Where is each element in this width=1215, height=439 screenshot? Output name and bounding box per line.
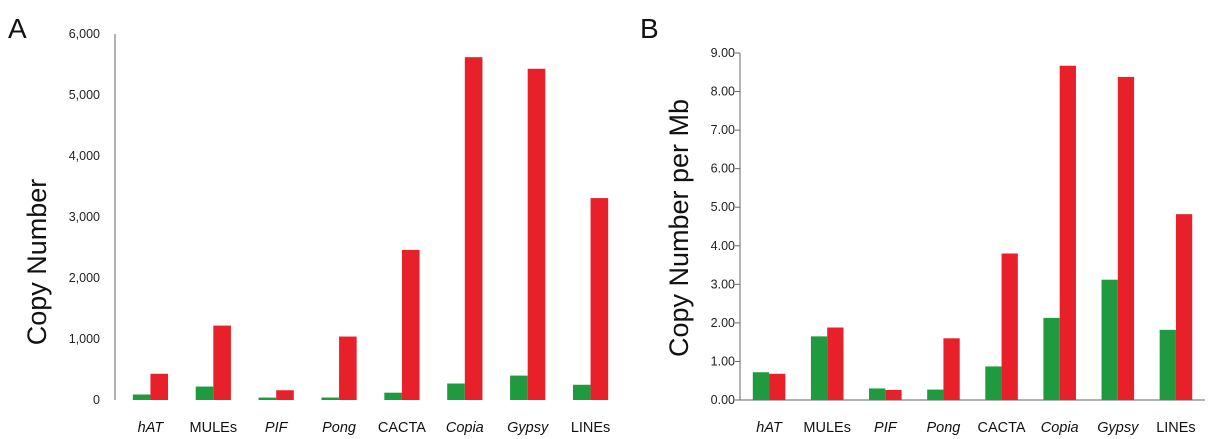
panel-a-chart: A Copy Number 0 1,000 2,000 3,000 4,000 5,000… xyxy=(8,13,610,436)
panel-b-category-label: Gypsy xyxy=(1097,420,1139,436)
panel-b-y-tick-label: 3.00 xyxy=(711,277,735,291)
panel-a-bar-lines-series2 xyxy=(590,198,609,400)
panel-a-letter: A xyxy=(8,13,27,44)
panel-a-bar-pif-series1 xyxy=(258,397,277,400)
panel-b-y-tick-label: 6.00 xyxy=(711,162,735,176)
panel-b-category-label: PIF xyxy=(874,420,898,436)
panel-b-y-tick-label: 8.00 xyxy=(711,85,735,99)
panel-a-bar-mules-series2 xyxy=(213,325,231,400)
panel-a-y-tick-label: 1,000 xyxy=(69,332,100,346)
panel-b-y-tick-label: 1.00 xyxy=(711,354,735,368)
panel-a-y-tick-label: 0 xyxy=(93,393,100,407)
panel-b-bar-gypsy-series1 xyxy=(1101,279,1118,400)
panel-a-y-axis: 0 1,000 2,000 3,000 4,000 5,000 6,000 xyxy=(69,27,116,407)
panel-b-category-label: CACTA xyxy=(978,420,1026,436)
panel-a-y-tick-label: 5,000 xyxy=(69,88,100,102)
panel-b-y-tick-label: 7.00 xyxy=(711,123,735,137)
panel-b-category-label: Pong xyxy=(927,420,961,436)
panel-b-chart: B Copy Number per Mb 0.00 1.00 2.00 3.00 4.0… xyxy=(640,13,1205,436)
panel-a-y-axis-label: Copy Number xyxy=(22,179,52,346)
panel-a-bar-gypsy-series1 xyxy=(510,375,528,400)
panel-b-y-tick-label: 9.00 xyxy=(711,46,735,60)
panel-a-category-label: Gypsy xyxy=(507,420,549,436)
panel-b-category-label: hAT xyxy=(756,420,783,436)
panel-a-bar-copia-series2 xyxy=(464,57,483,401)
panel-b-letter: B xyxy=(640,13,659,44)
panel-a-bar-pong-series1 xyxy=(321,397,340,400)
panel-b-bar-pif-series2 xyxy=(885,389,902,400)
panel-a-y-tick-label: 2,000 xyxy=(69,271,100,285)
panel-b-bar-copia-series1 xyxy=(1043,317,1060,400)
panel-b-bar-copia-series2 xyxy=(1059,65,1076,401)
panel-b-bar-hat-series1 xyxy=(752,372,770,400)
panel-a-x-axis: hAT MULEs PIF Pong CACTA Copia Gypsy LINEs xyxy=(138,420,611,436)
panel-b-bars xyxy=(752,65,1193,401)
panel-a-category-label: CACTA xyxy=(378,420,426,436)
panel-a-bar-pong-series2 xyxy=(339,336,357,400)
panel-a-category-label: PIF xyxy=(265,420,289,436)
panel-a-y-tick-label: 6,000 xyxy=(69,27,100,41)
panel-b-bar-cacta-series2 xyxy=(1001,253,1018,400)
panel-a-category-label: Pong xyxy=(322,420,356,436)
panel-b-category-label: MULEs xyxy=(803,420,851,436)
panel-a-bar-gypsy-series2 xyxy=(527,68,546,401)
panel-a-bar-hat-series2 xyxy=(150,373,169,400)
panel-a-category-label: LINEs xyxy=(571,420,611,436)
panel-b-category-label: LINEs xyxy=(1156,420,1196,436)
panel-a-category-label: hAT xyxy=(138,420,165,436)
panel-b-bar-mules-series1 xyxy=(810,336,828,400)
panel-b-bar-cacta-series1 xyxy=(985,366,1002,400)
panel-a-bar-mules-series1 xyxy=(195,386,214,400)
panel-a-bars xyxy=(132,57,609,401)
panel-b-category-label: Copia xyxy=(1041,420,1079,436)
panel-b-y-tick-label: 2.00 xyxy=(711,316,735,330)
panel-b-bar-pif-series1 xyxy=(869,388,886,400)
panel-b-y-axis-label: Copy Number per Mb xyxy=(664,99,694,357)
panel-a-bar-cacta-series1 xyxy=(384,392,402,400)
panel-b-bar-hat-series2 xyxy=(769,373,786,400)
panel-a-category-label: Copia xyxy=(446,420,484,436)
panel-a-bar-lines-series1 xyxy=(572,384,591,400)
panel-a-y-tick-label: 3,000 xyxy=(69,210,100,224)
panel-b-bar-mules-series2 xyxy=(827,327,844,400)
panel-b-bar-lines-series1 xyxy=(1159,329,1176,400)
panel-b-y-tick-label: 0.00 xyxy=(711,393,735,407)
panel-a-bar-copia-series1 xyxy=(447,383,465,400)
panel-a-bar-cacta-series2 xyxy=(401,249,420,400)
panel-b-bar-lines-series2 xyxy=(1175,214,1193,400)
panel-b-bar-gypsy-series2 xyxy=(1117,76,1135,400)
panel-b-bar-pong-series1 xyxy=(927,389,944,400)
panel-b-bar-pong-series2 xyxy=(943,338,960,400)
panel-a-bar-hat-series1 xyxy=(132,394,151,400)
panel-b-y-tick-label: 4.00 xyxy=(711,239,735,253)
panel-a-y-tick-label: 4,000 xyxy=(69,149,100,163)
panel-b-y-tick-label: 5.00 xyxy=(711,200,735,214)
panel-a-bar-pif-series2 xyxy=(276,390,294,400)
panel-b-x-axis: hAT MULEs PIF Pong CACTA Copia Gypsy LINEs xyxy=(756,420,1195,436)
panel-a-category-label: MULEs xyxy=(190,420,238,436)
